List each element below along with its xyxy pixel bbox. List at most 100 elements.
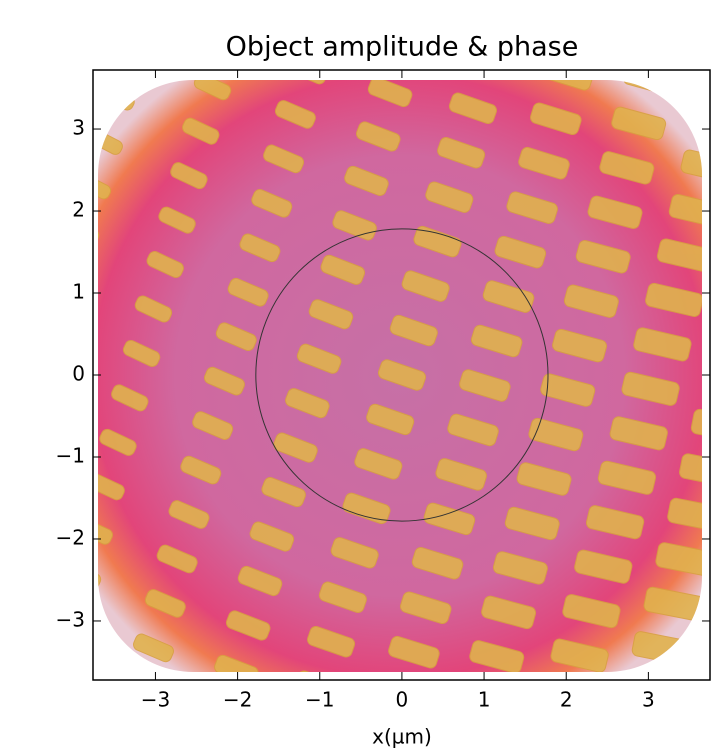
pattern-block <box>714 319 719 355</box>
y-tick-label: −3 <box>56 607 85 631</box>
pattern-block <box>411 547 464 580</box>
pattern-block <box>541 80 594 91</box>
pattern-block <box>308 299 354 330</box>
pattern-block <box>282 714 332 748</box>
pattern-block <box>552 328 608 363</box>
pattern-block <box>180 455 222 485</box>
pattern-block <box>111 39 148 67</box>
pattern-block <box>216 0 256 13</box>
pattern-block <box>39 650 79 680</box>
pattern-block <box>144 589 186 618</box>
pattern-block <box>679 453 702 488</box>
pattern-block <box>111 384 149 412</box>
pattern-block <box>285 388 330 419</box>
pattern-block <box>122 339 161 367</box>
pattern-block <box>425 181 474 213</box>
pattern-block <box>599 151 655 185</box>
pattern-block <box>249 521 295 552</box>
pattern-block <box>0 224 4 250</box>
pattern-block <box>633 327 692 362</box>
pattern-block <box>344 165 389 196</box>
pattern-block <box>0 135 28 161</box>
x-tick-label: 0 <box>396 688 409 712</box>
pattern-block <box>98 129 123 155</box>
y-tick-label: 0 <box>72 362 85 386</box>
pattern-block <box>170 162 208 190</box>
pattern-block <box>0 573 6 601</box>
pattern-block <box>389 314 438 347</box>
pattern-block <box>530 102 582 136</box>
x-axis-label: x(µm) <box>372 725 432 749</box>
pattern-block <box>40 306 77 334</box>
pattern-block <box>98 562 102 590</box>
pattern-block <box>0 179 16 205</box>
pattern-block <box>342 492 391 525</box>
pattern-block <box>563 284 619 318</box>
pattern-block <box>437 137 486 169</box>
pattern-block <box>30 1 63 27</box>
pattern-block <box>469 640 525 672</box>
x-tick-label: −2 <box>223 688 252 712</box>
pattern-block <box>307 626 356 658</box>
pattern-block <box>123 0 160 23</box>
pattern-block <box>540 373 596 407</box>
pattern-block <box>377 359 427 391</box>
pattern-block <box>0 484 30 512</box>
pattern-block <box>423 502 476 536</box>
pattern-block <box>320 254 366 285</box>
pattern-block <box>504 506 560 541</box>
pattern-block <box>101 85 135 111</box>
pattern-block <box>158 206 196 234</box>
pattern-block <box>562 594 621 629</box>
pattern-block <box>98 473 125 501</box>
pattern-block <box>99 428 137 456</box>
pattern-block <box>656 238 702 273</box>
pattern-block <box>689 707 719 743</box>
pattern-block <box>332 210 377 241</box>
pattern-block <box>214 654 259 672</box>
pattern-block <box>574 549 633 584</box>
pattern-block <box>608 720 671 755</box>
pattern-block <box>354 448 403 480</box>
y-tick-label: −2 <box>56 525 85 549</box>
pattern-block <box>643 586 702 622</box>
pattern-block <box>215 322 257 352</box>
pattern-block <box>704 60 719 95</box>
pattern-block <box>611 106 667 141</box>
y-tick-label: 3 <box>72 116 85 140</box>
pattern-block <box>518 146 570 180</box>
pattern-block <box>445 728 502 755</box>
pattern-block <box>318 581 367 613</box>
pattern-block <box>296 343 342 374</box>
pattern-block <box>225 610 271 641</box>
pattern-block <box>692 105 702 140</box>
pattern-block <box>413 225 462 258</box>
pattern-block <box>146 251 184 279</box>
pattern-block <box>435 458 487 491</box>
pattern-block <box>330 537 379 569</box>
pattern-block <box>526 727 586 755</box>
pattern-block <box>470 324 523 358</box>
pattern-block <box>655 542 702 577</box>
pattern-block <box>237 565 283 597</box>
pattern-block <box>261 477 306 508</box>
chart-title: Object amplitude & phase <box>226 32 579 63</box>
pattern-block <box>482 280 535 313</box>
pattern-block <box>516 462 572 496</box>
pattern-block <box>227 277 269 307</box>
pattern-block <box>680 149 702 184</box>
pattern-block <box>274 100 316 129</box>
pattern-block <box>447 413 499 447</box>
pattern-block <box>18 46 51 72</box>
pattern-block <box>645 282 702 317</box>
pattern-block <box>182 117 220 145</box>
pattern-block <box>401 270 450 302</box>
pattern-block <box>366 403 415 436</box>
x-tick-label: 2 <box>560 688 573 712</box>
pattern-block <box>134 295 173 323</box>
pattern-block <box>528 417 584 452</box>
pattern-block <box>481 595 537 630</box>
pattern-block <box>550 638 609 672</box>
